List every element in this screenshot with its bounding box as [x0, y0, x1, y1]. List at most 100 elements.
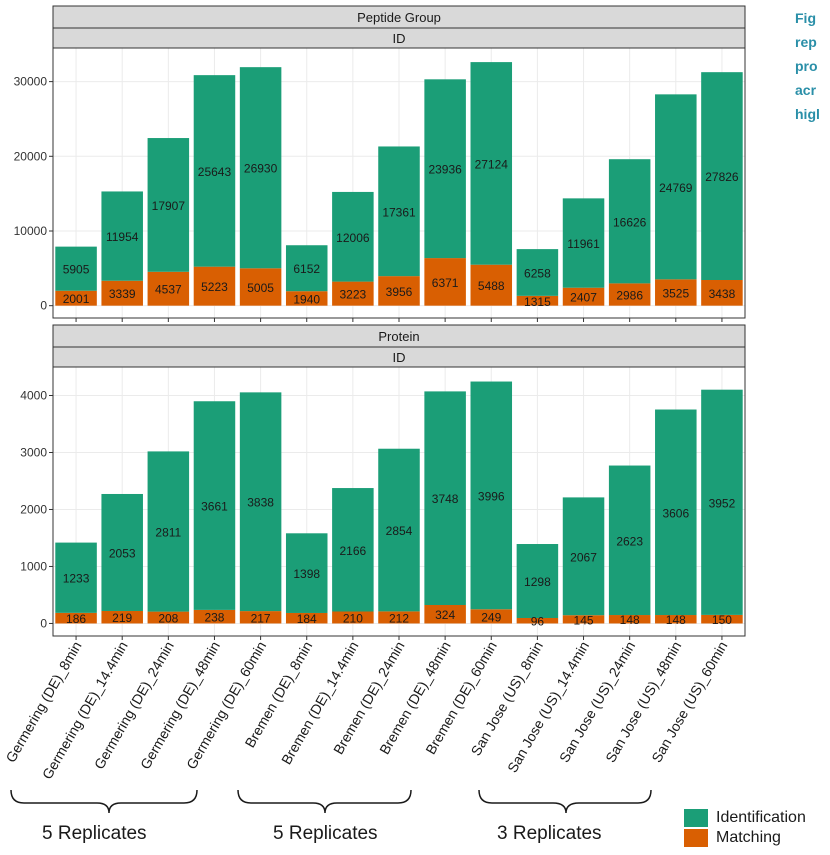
data-label-identification: 6152 [293, 262, 320, 276]
bar-matching [516, 617, 559, 624]
bar-identification [516, 249, 559, 296]
data-label-matching: 219 [112, 611, 132, 625]
bar-matching [285, 291, 328, 306]
data-label-identification: 1398 [293, 567, 320, 581]
side-caption-line: acr [795, 82, 817, 98]
brace-group-2 [237, 789, 412, 814]
data-label-matching: 324 [435, 608, 455, 622]
y-tick-label: 20000 [14, 149, 48, 163]
data-label-matching: 3223 [340, 288, 367, 302]
x-tick-label: Germering (DE)_14.4min [39, 639, 131, 782]
bar-identification [285, 533, 328, 613]
bar-identification [147, 451, 190, 612]
bar-matching [655, 615, 697, 624]
legend-item-identification: Identification [684, 808, 806, 828]
side-caption-line: higl [795, 106, 820, 122]
data-label-identification: 11961 [567, 237, 600, 251]
bar-matching [285, 612, 328, 624]
data-label-identification: 5905 [63, 263, 90, 277]
data-label-matching: 5223 [201, 280, 228, 294]
data-label-matching: 96 [531, 615, 545, 629]
data-label-matching: 3438 [709, 287, 736, 301]
bar-matching [470, 609, 513, 624]
data-label-matching: 5488 [478, 279, 505, 293]
x-tick-label: San Jose (US)_14.4min [504, 639, 592, 776]
bar-identification [608, 465, 651, 616]
data-label-matching: 210 [343, 611, 363, 625]
data-label-matching: 184 [297, 612, 317, 626]
panel-protein: 186 1233 219 2053 208 2811 238 3661 217 3838 184 13… [20, 366, 746, 640]
data-label-identification: 3996 [478, 489, 505, 503]
group-label-1: 5 Replicates [42, 823, 147, 844]
bar-identification [516, 544, 559, 618]
data-label-identification: 17361 [382, 205, 416, 219]
data-label-matching: 3525 [662, 287, 689, 301]
bar-matching [147, 271, 190, 306]
bar-matching [608, 283, 651, 306]
bar-identification [562, 198, 605, 288]
bar-matching [101, 610, 143, 624]
data-label-identification: 3838 [247, 496, 274, 510]
side-caption-line: rep [795, 34, 817, 50]
bar-matching [193, 609, 236, 624]
data-label-identification: 26930 [244, 162, 278, 176]
strip-bottom-inner-label: ID [393, 350, 406, 365]
bar-matching [55, 290, 97, 306]
bar-matching [470, 264, 513, 306]
side-caption-line: pro [795, 58, 818, 74]
strip-bottom-outer-label: Protein [378, 329, 419, 344]
bar-identification [101, 191, 143, 281]
data-label-identification: 6258 [524, 266, 551, 280]
data-label-identification: 2053 [109, 546, 136, 560]
data-label-matching: 1315 [524, 295, 551, 309]
bar-identification [378, 146, 420, 277]
bar-identification [470, 62, 513, 265]
legend: Identification Matching [684, 808, 806, 848]
bar-identification [332, 488, 374, 612]
y-tick-label: 0 [40, 299, 47, 313]
bar-identification [655, 94, 697, 280]
bar-matching [239, 268, 282, 306]
data-label-matching: 2986 [616, 289, 643, 303]
legend-swatch-identification [684, 809, 708, 827]
legend-label-identification: Identification [716, 809, 806, 826]
strip-top-inner-label: ID [393, 31, 406, 46]
data-label-identification: 2623 [616, 534, 643, 548]
bar-matching [332, 611, 374, 624]
data-label-matching: 208 [158, 612, 178, 626]
bar-matching [378, 276, 420, 306]
data-label-identification: 2854 [386, 524, 413, 538]
bar-matching [516, 295, 559, 306]
data-label-identification: 27826 [705, 170, 739, 184]
data-label-identification: 3661 [201, 500, 228, 514]
data-label-matching: 217 [251, 611, 271, 625]
data-label-identification: 2811 [155, 526, 181, 540]
data-label-identification: 1233 [63, 572, 90, 586]
bar-identification [147, 138, 190, 272]
bar-identification [55, 246, 97, 291]
data-label-identification: 25643 [198, 165, 232, 179]
bar-identification [101, 493, 143, 611]
data-label-identification: 2166 [340, 544, 367, 558]
data-label-matching: 145 [574, 613, 594, 627]
data-label-identification: 1298 [524, 575, 551, 589]
x-tick-label: Germering (DE)_48min [137, 639, 223, 772]
data-label-identification: 11954 [106, 230, 139, 244]
data-label-identification: 24769 [659, 181, 693, 195]
data-label-identification: 12006 [336, 231, 370, 245]
data-label-matching: 6371 [432, 276, 459, 290]
y-tick-label: 4000 [20, 388, 47, 402]
brace-group-1 [10, 789, 198, 814]
bar-identification [378, 448, 420, 612]
data-label-matching: 150 [712, 613, 732, 627]
data-label-matching: 148 [620, 613, 640, 627]
strip-top-outer-label: Peptide Group [357, 10, 441, 25]
data-label-identification: 3748 [432, 492, 459, 506]
data-label-matching: 3339 [109, 287, 136, 301]
bar-identification [608, 159, 651, 284]
y-tick-label: 2000 [20, 502, 47, 516]
group-label-2: 5 Replicates [273, 823, 378, 844]
bar-matching [147, 611, 190, 624]
data-label-identification: 3606 [662, 506, 689, 520]
y-tick-label: 30000 [14, 75, 48, 89]
